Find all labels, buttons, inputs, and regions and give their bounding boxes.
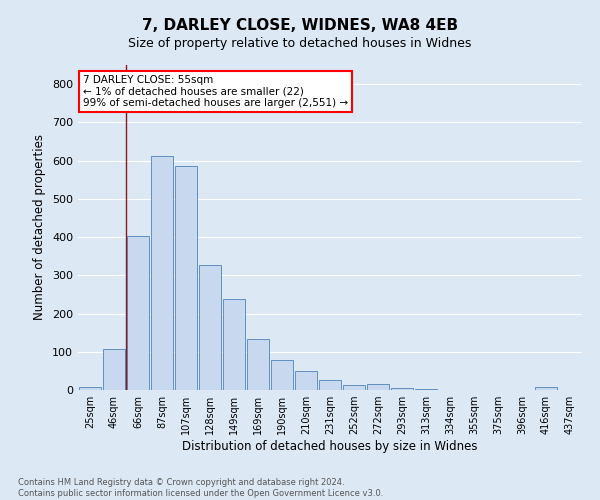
Y-axis label: Number of detached properties: Number of detached properties [34, 134, 46, 320]
X-axis label: Distribution of detached houses by size in Widnes: Distribution of detached houses by size … [182, 440, 478, 453]
Text: Size of property relative to detached houses in Widnes: Size of property relative to detached ho… [128, 38, 472, 51]
Bar [151, 156, 173, 390]
Bar [199, 265, 221, 390]
Bar [535, 387, 557, 390]
Bar [415, 389, 437, 390]
Bar [103, 348, 125, 390]
Text: Contains HM Land Registry data © Crown copyright and database right 2024.
Contai: Contains HM Land Registry data © Crown c… [18, 478, 383, 498]
Bar [127, 236, 149, 390]
Text: 7 DARLEY CLOSE: 55sqm
← 1% of detached houses are smaller (22)
99% of semi-detac: 7 DARLEY CLOSE: 55sqm ← 1% of detached h… [83, 74, 348, 108]
Bar [343, 385, 365, 390]
Bar [175, 166, 197, 390]
Bar [79, 387, 101, 390]
Bar [367, 384, 389, 390]
Bar [223, 300, 245, 390]
Bar [247, 339, 269, 390]
Bar [319, 380, 341, 390]
Bar [391, 388, 413, 390]
Text: 7, DARLEY CLOSE, WIDNES, WA8 4EB: 7, DARLEY CLOSE, WIDNES, WA8 4EB [142, 18, 458, 32]
Bar [271, 360, 293, 390]
Bar [295, 371, 317, 390]
